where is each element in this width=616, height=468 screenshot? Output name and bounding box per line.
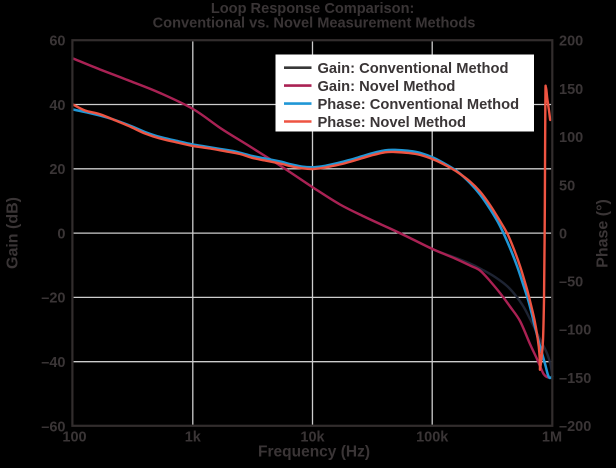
svg-text:0: 0	[559, 226, 567, 242]
svg-text:1M: 1M	[542, 430, 562, 446]
svg-text:20: 20	[49, 162, 65, 178]
svg-text:Conventional vs. Novel Measure: Conventional vs. Novel Measurement Metho…	[153, 16, 476, 32]
svg-text:150: 150	[559, 82, 583, 98]
svg-text:–50: –50	[559, 275, 583, 291]
svg-text:100k: 100k	[416, 430, 449, 446]
svg-text:Gain: Conventional Method: Gain: Conventional Method	[318, 61, 509, 77]
svg-text:–150: –150	[559, 371, 591, 387]
svg-text:10k: 10k	[300, 430, 325, 446]
svg-text:–100: –100	[559, 323, 591, 339]
svg-text:Phase (°): Phase (°)	[595, 199, 612, 268]
svg-text:–20: –20	[41, 291, 65, 307]
svg-text:0: 0	[57, 226, 65, 242]
svg-text:1k: 1k	[185, 430, 202, 446]
svg-text:50: 50	[559, 178, 575, 194]
svg-text:–60: –60	[41, 419, 65, 435]
svg-text:Phase: Conventional Method: Phase: Conventional Method	[318, 97, 520, 113]
svg-text:Gain: Novel Method: Gain: Novel Method	[318, 79, 456, 95]
svg-text:60: 60	[49, 34, 65, 50]
svg-text:Frequency (Hz): Frequency (Hz)	[258, 444, 370, 461]
svg-text:200: 200	[559, 34, 583, 50]
svg-text:Phase: Novel Method: Phase: Novel Method	[318, 115, 467, 131]
svg-text:–200: –200	[559, 419, 591, 435]
svg-text:100: 100	[62, 430, 86, 446]
svg-text:100: 100	[559, 130, 583, 146]
svg-text:Loop Response Comparison:: Loop Response Comparison:	[211, 1, 415, 17]
svg-text:Gain (dB): Gain (dB)	[5, 197, 22, 269]
svg-text:40: 40	[49, 98, 65, 114]
svg-text:–40: –40	[41, 355, 65, 371]
